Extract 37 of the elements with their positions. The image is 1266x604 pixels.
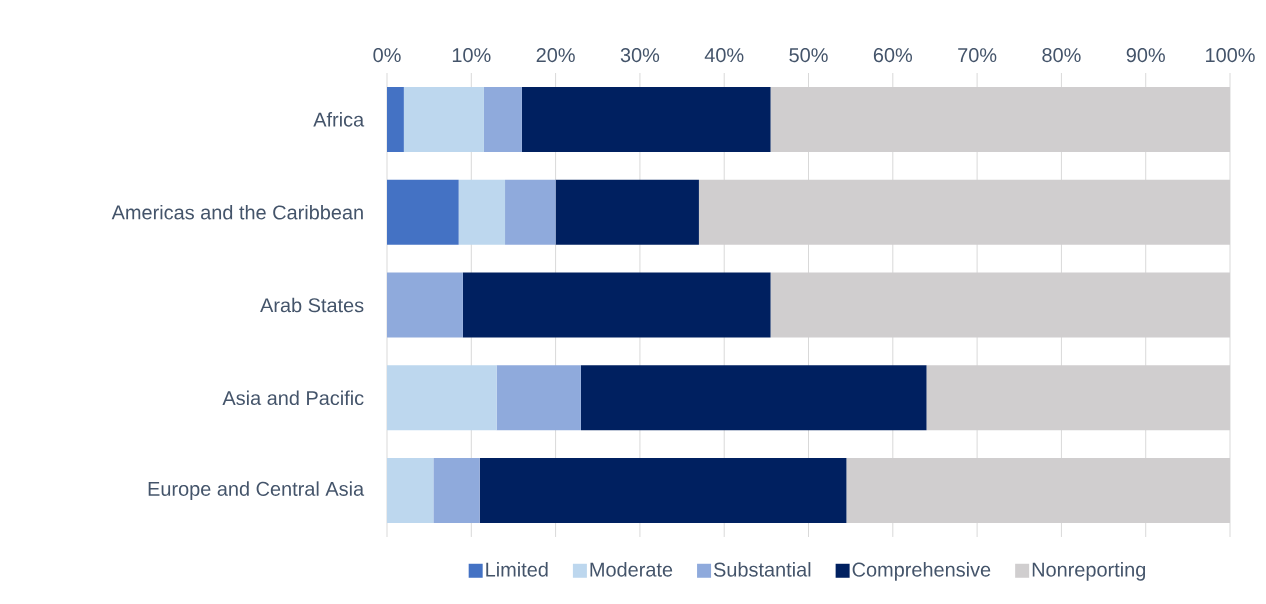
bar <box>387 365 497 431</box>
x-tick-label: 100% <box>1206 48 1255 63</box>
legend-label: Comprehensive <box>852 562 991 581</box>
x-tick-label: 80% <box>1042 48 1081 63</box>
bar <box>580 365 927 431</box>
y-tick-label: Asia and Pacific <box>222 390 364 406</box>
y-tick-label: Africa <box>313 112 365 127</box>
legend-label: Limited <box>486 562 548 577</box>
x-tick-label: 60% <box>873 48 913 63</box>
legend-label: Moderate <box>590 562 673 577</box>
y-tick-label: Europe and Central Asia <box>148 481 365 500</box>
x-tick-label: 90% <box>1126 48 1165 63</box>
bar <box>479 458 847 524</box>
x-tick-label: 50% <box>789 48 828 63</box>
y-tick-label: Americas and the Caribbean <box>111 204 363 220</box>
x-tick-label: 20% <box>536 48 575 63</box>
bar <box>458 179 506 245</box>
bar <box>387 86 404 152</box>
bar <box>521 86 771 152</box>
bar <box>555 179 699 245</box>
bar <box>387 179 459 245</box>
bar <box>387 272 463 338</box>
bar <box>462 272 771 338</box>
legend-label: Substantial <box>713 562 811 577</box>
x-tick-label: 30% <box>620 48 660 63</box>
bar <box>403 86 484 152</box>
x-tick-label: 0% <box>373 48 401 63</box>
y-tick-label: Arab States <box>260 297 364 313</box>
x-tick-label: 70% <box>958 48 997 63</box>
bar <box>387 458 434 524</box>
bar <box>496 365 581 431</box>
legend-label: Nonreporting <box>1032 562 1146 581</box>
x-tick-label: 10% <box>452 48 491 63</box>
bar <box>483 86 522 152</box>
x-tick-label: 40% <box>704 48 744 63</box>
bar <box>505 179 556 245</box>
bar <box>433 458 480 524</box>
